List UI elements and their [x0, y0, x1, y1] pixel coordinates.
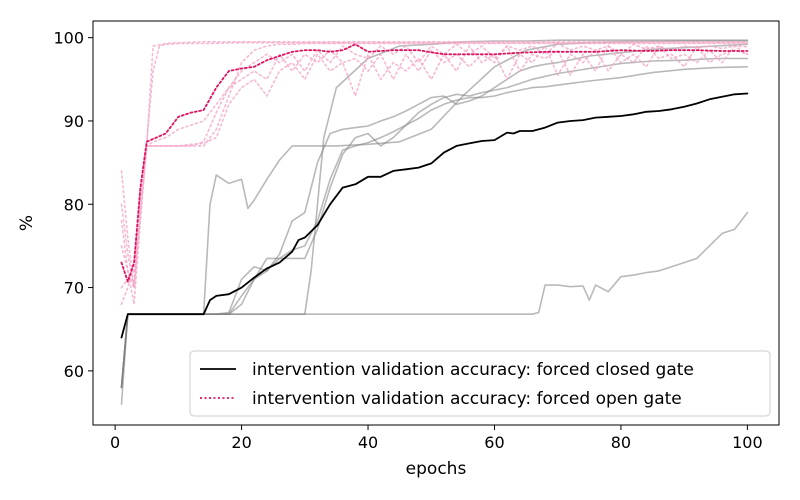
series-closed-run-5 — [120, 43, 749, 389]
legend: intervention validation accuracy: forced… — [189, 350, 771, 417]
y-tick-label: 80 — [64, 195, 84, 214]
legend-open-gate-label: intervention validation accuracy: forced… — [252, 389, 682, 409]
x-axis-label: epochs — [406, 459, 467, 479]
axis-ticks: 0 20 40 60 80 100 60 70 80 90 100 — [53, 29, 762, 452]
series-closed-run-3 — [120, 66, 749, 389]
series-intervention-validation-accuracy-forced-closed-gate — [120, 92, 749, 339]
legend-closed-gate-label: intervention validation accuracy: forced… — [252, 360, 694, 380]
x-tick-label: 20 — [231, 433, 251, 452]
series-lines — [120, 39, 749, 406]
series-closed-run-6 — [120, 211, 749, 389]
legend-box — [189, 350, 771, 417]
y-tick-label: 60 — [64, 362, 84, 381]
series-forced-open-gate-mean — [120, 43, 749, 283]
y-axis-label: % — [17, 215, 37, 231]
series-open-run-6 — [120, 42, 749, 306]
series-open-run-3 — [120, 42, 749, 306]
x-tick-label: 60 — [484, 433, 504, 452]
series-open-run-5 — [120, 45, 749, 289]
y-tick-label: 100 — [53, 29, 84, 48]
y-tick-label: 90 — [64, 112, 84, 131]
x-tick-label: 100 — [732, 433, 763, 452]
x-tick-label: 80 — [611, 433, 631, 452]
series-open-run-4 — [120, 45, 749, 289]
series-open-run-2 — [120, 41, 749, 289]
x-tick-label: 0 — [110, 433, 120, 452]
x-tick-label: 40 — [358, 433, 378, 452]
y-tick-label: 70 — [64, 279, 84, 298]
